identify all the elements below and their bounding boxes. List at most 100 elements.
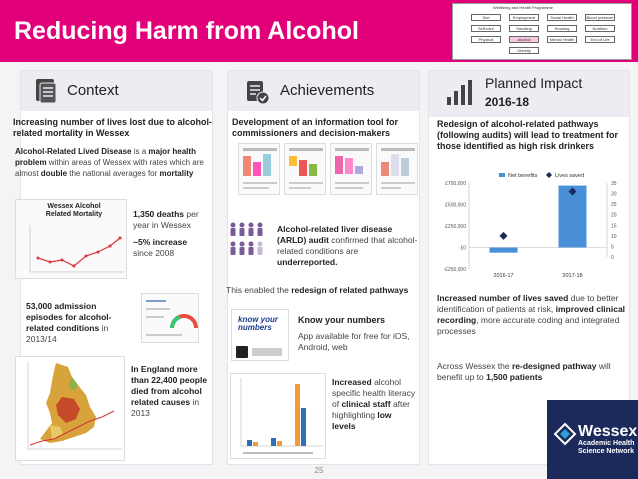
gauge-graphic [146,300,198,336]
diagram-box: Smoking [509,25,539,32]
increase-text: since 2008 [133,248,175,258]
y-tick-right: 5 [611,244,614,250]
achievements-title: Achievements [280,82,375,99]
context-intro: Increasing number of lives lost due to a… [13,117,213,138]
info-tool-graphic [289,148,323,189]
england-stat: In England more than 22,400 people died … [131,364,215,419]
box-bold: Alcohol-Related Lived Disease [15,147,132,156]
box-text: within areas of Wessex with rates which … [15,158,204,178]
programme-diagram: Wellbeing and Health Programme Diet Empl… [452,3,632,60]
legend-swatch-net-benefits [499,173,505,177]
context-panel: Context Increasing number of lives lost … [13,70,215,465]
england-map-thumbnail [15,356,125,461]
context-title: Context [67,82,119,99]
marker-lives-saved [568,187,577,196]
across-bold: re-designed pathway [511,361,597,371]
lives-saved-text: Increased number of lives saved due to b… [437,293,629,337]
literacy-text: Increased alcohol specific health litera… [332,377,416,432]
literacy-bold: Increased [332,377,372,387]
audit-bold: underreported. [277,257,338,267]
page-header: Reducing Harm from Alcohol Wellbeing and… [0,0,638,62]
info-tool-thumbnail [238,143,280,195]
y-tick-left: £750,000 [445,181,466,187]
deaths-bold: 1,350 deaths [133,209,185,219]
audit-body: confirmed that alcohol-related condition… [277,235,418,256]
diagram-box: Self-care [471,25,501,32]
achievements-panel: Achievements Development of an informati… [226,70,420,465]
gauge-thumbnail [141,293,199,343]
literacy-bar-chart [240,378,323,454]
bar-net-benefits [489,247,518,253]
y-tick-left: -£250,000 [443,267,466,273]
box-bold: double [40,169,68,178]
england-text: in 2013 [131,397,200,418]
literacy-body: alcohol specific health literacy of [332,377,416,409]
england-map-graphic [27,361,122,450]
y-tick-right: 30 [611,192,617,198]
box-text: is a [131,147,149,156]
lives-body: due to better identification of patients… [437,293,619,314]
planned-impact-title: Planned Impact [485,75,583,91]
y-tick-left: £500,000 [445,203,466,209]
box-bold: mortality [159,169,194,178]
y-tick-right: 35 [611,181,617,187]
context-box: Alcohol-Related Lived Disease is a major… [15,146,215,179]
box-text: the national averages for [67,169,160,178]
admissions-text: in 2013/14 [26,323,109,344]
diagram-box: Obesity [509,47,539,54]
diagram-box: Physical Activity [471,36,501,43]
info-tool-graphic [335,148,369,189]
checklist-icon [247,81,270,105]
logo-subtitle: Academic Health Science Network [578,440,634,456]
diagram-box: Mental Health [547,36,577,43]
mortality-chart-thumbnail: Wessex Alcohol Related Mortality [15,199,127,279]
diagram-title: Wellbeing and Health Programme [493,5,553,10]
info-tool-thumbnail [376,143,418,195]
y-tick-right: 10 [611,234,617,240]
planned-impact-panel: Planned Impact 2016-18 Redesign of alcoh… [428,70,630,465]
planned-impact-years: 2016-18 [485,95,530,109]
achievements-header: Achievements [228,71,419,111]
document-icon [36,79,57,104]
legend-label-lives-saved: Lives saved [555,173,584,179]
literacy-bold: low levels [332,410,392,431]
deaths-stat: 1,350 deaths per year in Wessex [133,209,213,231]
page-number: 25 [314,466,324,475]
y-tick-right: 15 [611,223,617,229]
info-tool-thumbnail [284,143,326,195]
lives-bold: improved clinical recording [437,304,626,325]
logo-name: Wessex [578,423,638,440]
england-bold: In England more than 22,400 people died … [131,364,208,407]
across-bold: 1,500 patients [486,372,543,382]
y-tick-right: 25 [611,202,617,208]
diagram-box: Employment [509,14,539,21]
app-logo-text: know your numbers [238,315,279,332]
impact-chart: £750,000 £500,000 £250,000 £0 -£250,000 35 30 2… [443,172,617,279]
bar-net-benefits [558,185,587,248]
app-title: Know your numbers [298,315,386,325]
planned-intro: Redesign of alcohol-related pathways (fo… [437,119,619,151]
box-bold: major health problem [15,147,196,167]
increase-bold: ~5% increase [133,237,188,247]
across-body: Across Wessex the [437,361,512,371]
x-tick-label: 2016-17 [493,273,513,279]
app-text: App available for free for iOS, Android,… [298,331,410,352]
page-title: Reducing Harm from Alcohol [14,17,359,45]
logo-line: Science Network [578,448,635,455]
redesign-text: This enabled the redesign of related pat… [226,285,426,296]
phone-icon [236,346,282,358]
info-tool-graphic [381,148,415,189]
y-tick-left: £250,000 [445,224,466,230]
admissions-stat: 53,000 admission episodes for alcohol-re… [26,301,126,345]
legend-label-net-benefits: Net benefits [508,173,538,179]
redesign-body: This enabled the [226,285,292,295]
y-tick-right: 20 [611,213,617,219]
redesign-bold: redesign of related pathways [291,285,409,295]
bar-chart-icon [447,80,472,105]
increase-stat: ~5% increase since 2008 [133,237,213,259]
diagram-box: Blood pressure [585,14,615,21]
deaths-text: per year in Wessex [133,209,199,230]
mortality-line [29,225,124,273]
people-icon [230,222,263,255]
info-tool-thumbnail [330,143,372,195]
